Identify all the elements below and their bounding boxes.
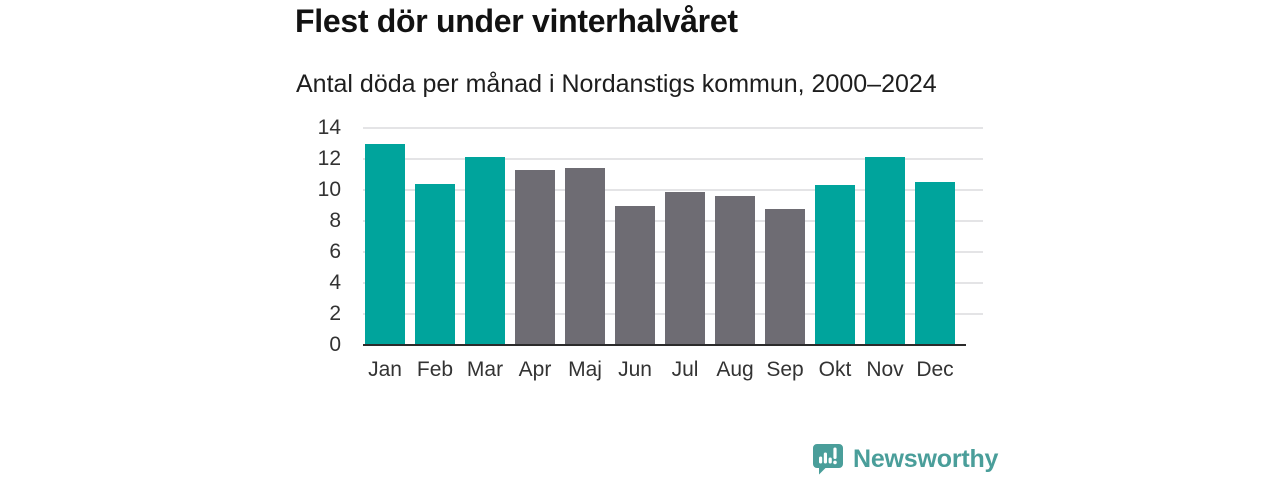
bar-mar xyxy=(465,157,505,345)
bar-dec xyxy=(915,182,955,345)
chart-subtitle: Antal döda per månad i Nordanstigs kommu… xyxy=(296,70,937,98)
x-axis-line xyxy=(363,344,966,346)
bar-apr xyxy=(515,169,555,345)
x-tick-label-nov: Nov xyxy=(866,358,904,381)
newsworthy-wordmark: Newsworthy xyxy=(853,445,999,473)
gridline-10 xyxy=(363,189,983,191)
x-tick-label-jan: Jan xyxy=(368,358,402,381)
x-tick-label-sep: Sep xyxy=(766,358,804,381)
newsworthy-logo: Newsworthy xyxy=(811,442,998,477)
x-tick-label-apr: Apr xyxy=(518,358,552,381)
bar-nov xyxy=(865,157,905,345)
bar-sep xyxy=(765,208,805,345)
bar-maj xyxy=(565,168,605,345)
bar-feb xyxy=(415,183,455,345)
x-tick-label-mar: Mar xyxy=(466,358,504,381)
x-tick-label-feb: Feb xyxy=(416,358,454,381)
y-tick-label-6: 6 xyxy=(329,240,341,263)
y-tick-label-14: 14 xyxy=(317,116,341,139)
y-tick-label-4: 4 xyxy=(329,271,341,294)
y-axis-labels: 0 2 4 6 8 10 12 14 xyxy=(295,116,348,356)
bar-aug xyxy=(715,196,755,345)
bar-jul xyxy=(665,191,705,345)
gridline-14 xyxy=(363,127,983,129)
bar-jan xyxy=(365,143,405,345)
x-tick-label-maj: Maj xyxy=(568,358,602,381)
y-tick-label-10: 10 xyxy=(317,178,341,201)
y-tick-label-8: 8 xyxy=(329,209,341,232)
x-tick-label-okt: Okt xyxy=(818,358,852,381)
y-tick-label-12: 12 xyxy=(317,147,341,170)
x-axis-labels: Jan Feb Mar Apr Maj Jun Jul Aug Sep Okt Nov Dec xyxy=(363,358,983,386)
y-tick-label-2: 2 xyxy=(329,302,341,325)
x-tick-label-jul: Jul xyxy=(671,358,699,381)
bar-chart-speech-bubble-icon xyxy=(811,442,845,477)
y-tick-label-0: 0 xyxy=(329,333,341,356)
plot-area xyxy=(363,127,983,346)
chart-title: Flest dör under vinterhalvåret xyxy=(295,3,738,39)
bar-jun xyxy=(615,205,655,345)
x-tick-label-dec: Dec xyxy=(916,358,954,381)
bar-okt xyxy=(815,185,855,345)
x-tick-label-aug: Aug xyxy=(716,358,754,381)
gridline-12 xyxy=(363,158,983,160)
x-tick-label-jun: Jun xyxy=(618,358,652,381)
